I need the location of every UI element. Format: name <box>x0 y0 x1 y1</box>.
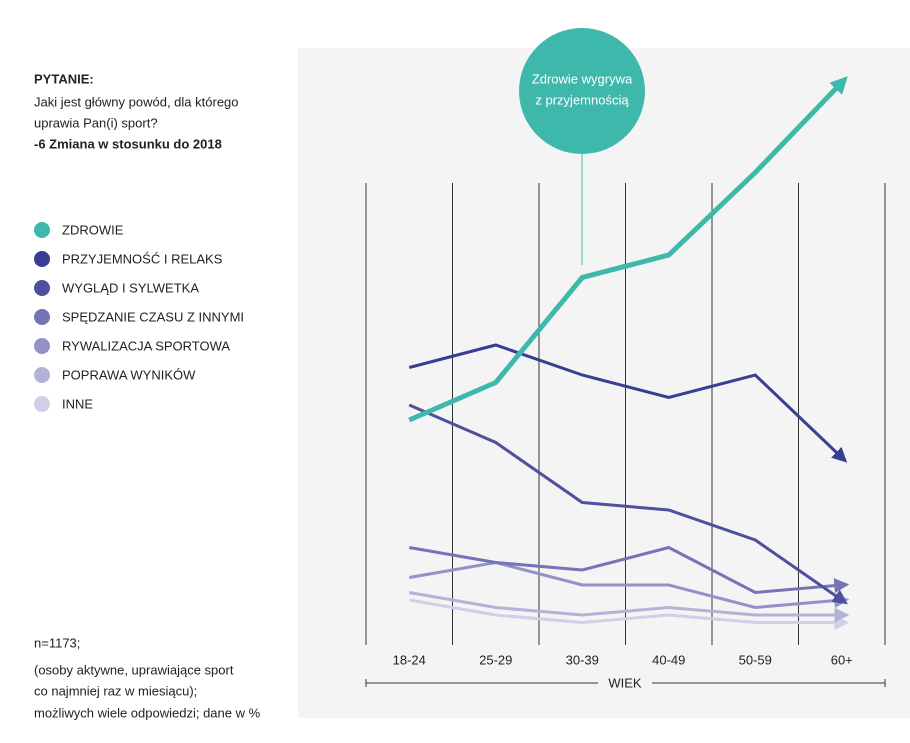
footnote: co najmniej raz w miesiącu); <box>34 683 197 698</box>
question-text: Jaki jest główny powód, dla którego <box>34 94 239 109</box>
question-heading: PYTANIE: <box>34 71 94 86</box>
x-tick-label: 50-59 <box>739 652 772 667</box>
data-line <box>408 591 850 623</box>
change-note: -6 Zmiana w stosunku do 2018 <box>34 136 222 151</box>
data-line <box>408 598 850 630</box>
x-tick-label: 60+ <box>831 652 853 667</box>
x-tick-label: 30-39 <box>566 652 599 667</box>
data-line <box>408 403 848 605</box>
callout-text: Zdrowie wygrywa <box>532 71 633 86</box>
legend-swatch <box>34 396 50 412</box>
legend-label: POPRAWA WYNIKÓW <box>62 367 196 382</box>
x-tick-label: 18-24 <box>393 652 426 667</box>
legend-label: SPĘDZANIE CZASU Z INNYMI <box>62 309 244 324</box>
data-line <box>408 76 848 423</box>
footnote: n=1173; <box>34 635 80 650</box>
legend-swatch <box>34 280 50 296</box>
legend-swatch <box>34 338 50 354</box>
callout-bubble <box>519 28 645 154</box>
footnote: (osoby aktywne, uprawiające sport <box>34 662 234 677</box>
data-line <box>408 545 850 595</box>
legend-label: RYWALIZACJA SPORTOWA <box>62 338 230 353</box>
question-text: uprawia Pan(i) sport? <box>34 115 158 130</box>
callout-text: z przyjemnością <box>535 92 629 107</box>
legend-swatch <box>34 251 50 267</box>
data-line <box>408 560 850 610</box>
legend-swatch <box>34 367 50 383</box>
x-tick-label: 25-29 <box>479 652 512 667</box>
x-label-bg <box>598 674 652 692</box>
footnote: możliwych wiele odpowiedzi; dane w % <box>34 705 261 720</box>
legend-label: PRZYJEMNOŚĆ I RELAKS <box>62 251 223 266</box>
legend-label: WYGLĄD I SYLWETKA <box>62 280 199 295</box>
data-line <box>408 343 848 463</box>
legend-label: ZDROWIE <box>62 222 124 237</box>
legend-swatch <box>34 222 50 238</box>
x-tick-label: 40-49 <box>652 652 685 667</box>
legend-label: INNE <box>62 396 93 411</box>
legend-swatch <box>34 309 50 325</box>
x-axis-label: WIEK <box>608 675 642 690</box>
plot-background <box>298 48 910 718</box>
